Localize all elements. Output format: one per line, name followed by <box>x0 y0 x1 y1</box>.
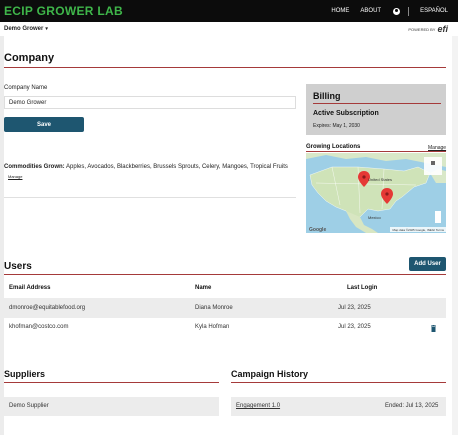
trash-icon[interactable] <box>431 325 436 332</box>
suppliers-title: Suppliers <box>4 369 46 379</box>
billing-title: Billing <box>313 91 341 101</box>
supplier-name: Demo Supplier <box>9 403 49 409</box>
growing-locations-manage-link[interactable]: Manage <box>428 145 447 151</box>
subscription-status: Active Subscription <box>313 110 379 117</box>
company-name-input[interactable]: Demo Grower <box>4 96 296 109</box>
user-circle-icon[interactable] <box>393 7 401 15</box>
nav-divider <box>408 6 410 16</box>
suppliers-divider <box>4 382 219 383</box>
campaign-history-title: Campaign History <box>231 369 309 379</box>
campaign-link[interactable]: Engagement 1.0 <box>236 403 281 409</box>
user-name: Diana Monroe <box>195 305 233 311</box>
users-column-email: Email Address <box>9 285 51 291</box>
users-title: Users <box>4 261 32 272</box>
sub-header: Demo Grower ▾ POWERED BY efi <box>0 22 458 36</box>
brand-logo[interactable]: ECIP GROWER LAB <box>4 4 123 18</box>
google-logo: Google <box>309 226 327 233</box>
map-footer: Google Map data ©2025 Google, INEGI Term… <box>306 226 446 233</box>
map-country-label: United States <box>368 177 393 182</box>
users-divider <box>4 274 446 275</box>
grower-dropdown[interactable]: Demo Grower ▾ <box>0 26 48 32</box>
map-attribution[interactable]: Map data ©2025 Google, INEGI Terms <box>390 227 446 232</box>
map-pin-icon <box>358 171 370 187</box>
nav-home-link[interactable]: HOME <box>331 8 350 14</box>
top-nav: HOME ABOUT ESPAÑOL <box>320 6 458 16</box>
growing-locations-divider <box>306 151 446 152</box>
efi-logo: efi <box>437 24 448 34</box>
chevron-down-icon: ▾ <box>45 26 48 32</box>
user-name: Kyla Hofman <box>195 324 230 330</box>
map-canvas <box>306 153 446 233</box>
user-last-login: Jul 23, 2025 <box>338 305 371 311</box>
user-email: khofman@costco.com <box>9 324 69 330</box>
users-column-name: Name <box>195 285 212 291</box>
map-pin-icon <box>381 188 393 204</box>
billing-divider <box>313 103 441 104</box>
campaign-history-divider <box>231 382 446 383</box>
company-divider <box>4 67 446 68</box>
table-row[interactable]: dmonroe@equitablefood.org Diana Monroe J… <box>4 298 446 318</box>
grower-dropdown-label: Demo Grower <box>4 26 44 32</box>
nav-about-link[interactable]: ABOUT <box>360 8 382 14</box>
powered-by: POWERED BY efi <box>408 24 458 34</box>
subscription-expires: Expires: May 1, 2030 <box>313 123 360 129</box>
growing-locations-map[interactable]: United States Mexico Google Map data ©20… <box>306 153 446 233</box>
left-gutter <box>0 36 4 435</box>
commodities-label: Commodities Grown: <box>4 164 65 170</box>
campaign-status: Ended: Jul 13, 2025 <box>385 403 439 409</box>
top-nav-bar: ECIP GROWER LAB HOME ABOUT ESPAÑOL <box>0 0 458 22</box>
powered-by-label: POWERED BY <box>408 26 436 32</box>
commodities-value: Apples, Avocados, Blackberries, Brussels… <box>66 164 288 170</box>
right-gutter <box>452 36 458 435</box>
growing-locations-title: Growing Locations <box>306 144 361 150</box>
billing-panel: Billing Active Subscription Expires: May… <box>306 84 446 135</box>
list-item: Engagement 1.0 Ended: Jul 13, 2025 <box>231 397 446 416</box>
user-last-login: Jul 23, 2025 <box>338 324 371 330</box>
company-title: Company <box>4 52 55 64</box>
list-item[interactable]: Demo Supplier <box>4 397 219 416</box>
save-button[interactable]: Save <box>4 117 84 132</box>
company-name-label: Company Name <box>4 85 48 91</box>
company-name-value: Demo Grower <box>9 99 47 106</box>
user-email: dmonroe@equitablefood.org <box>9 305 86 311</box>
language-toggle-link[interactable]: ESPAÑOL <box>420 8 448 14</box>
commodities-divider <box>4 197 296 198</box>
commodities-grown: Commodities Grown: Apples, Avocados, Bla… <box>4 163 296 182</box>
map-mexico-label: Mexico <box>368 215 381 220</box>
users-column-last-login: Last Login <box>347 285 378 291</box>
commodities-manage-link[interactable]: Manage <box>8 174 23 179</box>
add-user-button[interactable]: Add User <box>409 257 446 271</box>
table-row[interactable]: khofman@costco.com Kyla Hofman Jul 23, 2… <box>4 318 446 338</box>
